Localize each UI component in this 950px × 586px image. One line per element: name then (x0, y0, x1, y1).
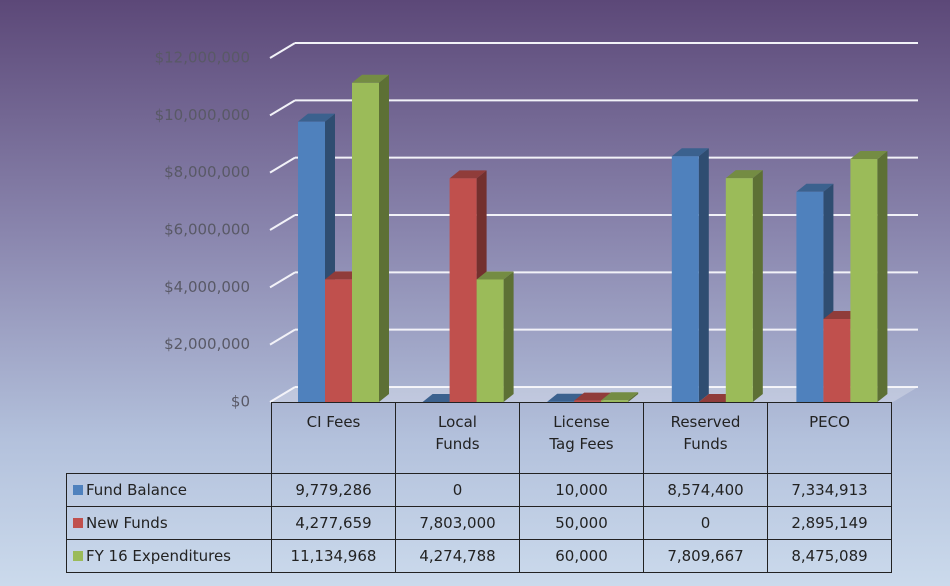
bar-group (850, 151, 888, 402)
value-cell: 4,277,659 (271, 506, 396, 540)
series-row: Fund Balance 9,779,286 0 10,000 8,574,400 7,3… (66, 473, 892, 507)
value-cell: 7,809,667 (643, 539, 768, 573)
legend-label: New Funds (86, 514, 168, 532)
bar-side (877, 151, 888, 402)
bar-top (671, 148, 709, 157)
series-row: New Funds 4,277,659 7,803,000 50,000 0 2,895,… (66, 506, 892, 540)
legend-swatch (73, 485, 83, 495)
y-tick-label: $0 (231, 393, 250, 411)
bar-side (503, 271, 514, 402)
category-cell: Reserved Funds (643, 402, 768, 474)
category-label: PECO (809, 413, 850, 431)
bar (298, 121, 325, 403)
y-tick-label: $2,000,000 (164, 335, 250, 353)
bar-top (449, 170, 487, 179)
value-cell: 10,000 (519, 473, 644, 507)
legend-swatch (73, 518, 83, 528)
category-cell: Local Funds (395, 402, 520, 474)
blank-cell (67, 403, 272, 474)
bar-group (725, 170, 763, 402)
category-label: License Tag Fees (549, 413, 614, 453)
value-cell: 50,000 (519, 506, 644, 540)
bar (449, 178, 477, 402)
bar (850, 159, 878, 402)
category-label: Reserved Funds (670, 413, 741, 453)
category-cell: PECO (767, 402, 892, 474)
grid-line-side (269, 328, 296, 346)
legend-label: FY 16 Expenditures (86, 547, 231, 565)
legend-entry: New Funds (66, 506, 272, 540)
legend-entry: FY 16 Expenditures (66, 539, 272, 573)
category-label: CI Fees (306, 413, 361, 431)
bar (601, 400, 629, 402)
bar-side (698, 148, 709, 402)
bar-side (379, 74, 389, 403)
value-cell: 7,334,913 (767, 473, 892, 507)
grid-line-side (269, 214, 296, 231)
y-tick-label: $12,000,000 (155, 49, 250, 67)
legend-swatch (73, 551, 83, 561)
category-cell: License Tag Fees (519, 402, 644, 474)
grid-line-side (269, 156, 296, 174)
bar-group (671, 148, 709, 402)
bar-top (850, 151, 888, 160)
bar-top (352, 74, 389, 83)
bar-group (476, 271, 514, 402)
value-cell: 0 (395, 473, 520, 507)
y-tick-label: $10,000,000 (155, 106, 250, 124)
value-cell: 9,779,286 (271, 473, 396, 507)
grid-line-side (269, 386, 296, 403)
bar (671, 156, 699, 402)
series-row: FY 16 Expenditures 11,134,968 4,274,788 60,… (66, 539, 892, 573)
y-tick-label: $8,000,000 (164, 163, 250, 181)
category-cell: CI Fees (271, 402, 396, 474)
bar-top (547, 393, 585, 402)
bar-side (752, 170, 763, 402)
bar-top (574, 392, 612, 401)
legend-entry: Fund Balance (66, 473, 272, 507)
bar (325, 279, 352, 402)
category-label: Local Funds (435, 413, 480, 453)
value-cell: 8,574,400 (643, 473, 768, 507)
bar (823, 319, 851, 402)
value-cell: 4,274,788 (395, 539, 520, 573)
grid-line-side (269, 271, 296, 289)
grid-line-side (269, 99, 296, 117)
bar (476, 279, 504, 402)
value-cell: 8,475,089 (767, 539, 892, 573)
y-tick-label: $4,000,000 (164, 278, 250, 296)
grid-line-side (269, 42, 296, 59)
data-table: CI Fees Local Funds License Tag Fees Reserv… (66, 402, 892, 573)
y-tick-label: $6,000,000 (164, 221, 250, 239)
bar-top (725, 170, 763, 179)
value-cell: 11,134,968 (271, 539, 396, 573)
bar-top (601, 392, 639, 401)
value-cell: 0 (643, 506, 768, 540)
bar-top (476, 271, 514, 280)
bar-group (352, 74, 389, 403)
bar-top (796, 183, 834, 192)
value-cell: 7,803,000 (395, 506, 520, 540)
bar-group (796, 183, 834, 402)
legend-label: Fund Balance (86, 481, 187, 499)
bar (352, 82, 379, 403)
bar-side (628, 392, 639, 402)
header-row: CI Fees Local Funds License Tag Fees Reserv… (67, 402, 892, 474)
value-cell: 60,000 (519, 539, 644, 573)
bar (574, 400, 602, 402)
bar (725, 178, 753, 402)
bar (796, 191, 824, 402)
bar-group (601, 392, 639, 402)
bar-top (298, 113, 335, 122)
value-cell: 2,895,149 (767, 506, 892, 540)
